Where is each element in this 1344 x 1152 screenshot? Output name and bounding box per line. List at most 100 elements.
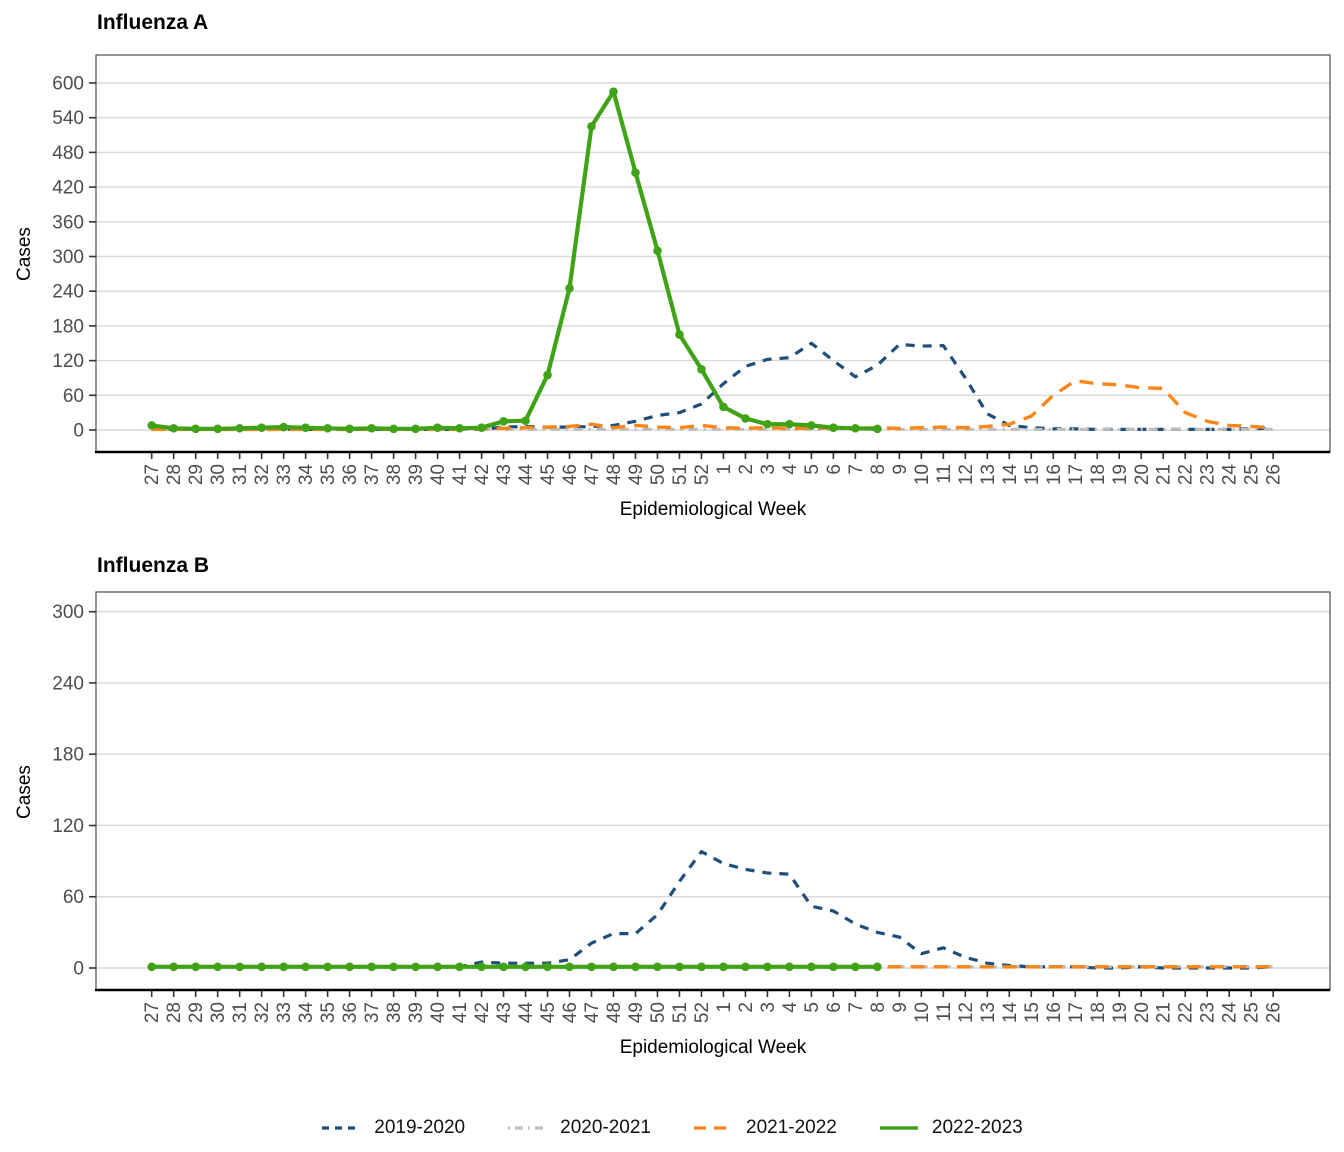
series-marker-2022-2023	[191, 424, 200, 434]
x-tick-label: 19	[1110, 1002, 1131, 1023]
y-tick-label: 60	[63, 386, 84, 407]
x-tick-label: 12	[956, 1002, 977, 1023]
x-tick-label: 24	[1220, 464, 1241, 486]
series-marker-2022-2023	[147, 962, 156, 972]
x-tick-label: 41	[450, 464, 471, 485]
x-tick-label: 5	[802, 464, 823, 475]
series-marker-2022-2023	[213, 962, 222, 972]
series-marker-2022-2023	[675, 330, 684, 339]
y-tick-label: 60	[63, 887, 84, 908]
x-tick-label: 28	[164, 1002, 185, 1023]
x-tick-label: 41	[450, 1002, 471, 1023]
x-tick-label: 25	[1242, 464, 1263, 485]
x-tick-label: 27	[142, 464, 163, 485]
y-tick-label: 180	[52, 316, 84, 337]
series-marker-2022-2023	[851, 423, 860, 433]
x-tick-label: 1	[714, 1002, 735, 1013]
x-tick-label: 36	[340, 1002, 361, 1023]
series-marker-2022-2023	[301, 962, 310, 972]
y-tick-label: 240	[52, 673, 84, 694]
series-marker-2022-2023	[213, 424, 222, 434]
y-tick-label: 240	[52, 282, 84, 303]
x-tick-label: 7	[846, 1002, 867, 1013]
x-tick-label: 47	[582, 1002, 603, 1023]
x-tick-label: 52	[692, 464, 713, 485]
x-axis-title-epiweek-a: Epidemiological Week	[619, 499, 807, 520]
series-marker-2022-2023	[565, 284, 574, 293]
x-tick-label: 30	[208, 1002, 229, 1023]
series-marker-2022-2023	[851, 962, 860, 972]
x-tick-label: 47	[582, 464, 603, 485]
x-tick-label: 16	[1044, 1002, 1065, 1023]
legend-item-2020-2021: 2020-2021	[507, 1117, 651, 1139]
y-tick-label: 0	[73, 421, 84, 442]
x-tick-label: 22	[1176, 1002, 1197, 1023]
x-tick-label: 21	[1154, 1002, 1175, 1023]
y-tick-label: 420	[52, 178, 84, 199]
x-tick-label: 46	[560, 1002, 581, 1023]
x-tick-label: 10	[912, 464, 933, 485]
series-marker-2022-2023	[697, 364, 706, 374]
series-marker-2022-2023	[279, 422, 288, 432]
x-tick-label: 35	[318, 1002, 339, 1023]
series-marker-2022-2023	[257, 962, 266, 972]
series-marker-2022-2023	[147, 421, 156, 430]
y-tick-label: 540	[52, 108, 84, 129]
y-tick-label: 180	[52, 745, 84, 766]
series-line-2022-2023	[151, 89, 878, 431]
x-tick-label: 3	[758, 464, 779, 475]
series-marker-2022-2023	[587, 122, 596, 131]
x-tick-label: 24	[1220, 1002, 1241, 1024]
x-tick-label: 43	[494, 1002, 515, 1023]
series-line-2019-2020	[151, 849, 1274, 970]
x-tick-label: 14	[1000, 464, 1021, 486]
x-tick-label: 44	[516, 464, 537, 486]
x-tick-label: 18	[1088, 1002, 1109, 1023]
x-tick-label: 36	[340, 464, 361, 485]
x-tick-label: 45	[538, 464, 559, 485]
series-marker-2022-2023	[433, 423, 442, 432]
series-marker-2022-2023	[719, 402, 728, 412]
x-tick-label: 20	[1132, 464, 1153, 485]
x-tick-label: 51	[670, 1002, 691, 1023]
x-tick-label: 28	[164, 464, 185, 485]
x-tick-label: 13	[978, 1002, 999, 1023]
x-tick-label: 26	[1264, 464, 1285, 485]
x-tick-label: 27	[142, 1002, 163, 1023]
x-tick-label: 1	[714, 464, 735, 475]
x-tick-label: 33	[274, 1002, 295, 1023]
x-tick-label: 25	[1242, 1002, 1263, 1023]
x-tick-label: 9	[890, 1002, 911, 1013]
series-marker-2022-2023	[807, 962, 816, 972]
x-tick-label: 38	[384, 464, 405, 485]
x-tick-label: 30	[208, 464, 229, 485]
x-tick-label: 21	[1154, 464, 1175, 485]
x-tick-label: 4	[780, 1002, 801, 1013]
x-tick-label: 15	[1022, 1002, 1043, 1023]
legend-item-2021-2022: 2021-2022	[693, 1117, 837, 1139]
series-marker-2022-2023	[609, 87, 618, 96]
series-marker-2022-2023	[411, 424, 420, 434]
y-tick-label: 300	[52, 247, 84, 268]
x-tick-label: 19	[1110, 464, 1131, 485]
x-tick-label: 29	[186, 1002, 207, 1023]
x-tick-label: 32	[252, 464, 273, 485]
legend-label-2019-2020: 2019-2020	[374, 1117, 466, 1138]
series-marker-2022-2023	[675, 962, 684, 972]
x-tick-label: 39	[406, 464, 427, 485]
series-marker-2022-2023	[235, 423, 244, 433]
y-tick-label: 300	[52, 602, 84, 623]
x-tick-label: 17	[1066, 1002, 1087, 1023]
x-tick-label: 37	[362, 464, 383, 485]
x-tick-label: 2	[736, 464, 757, 475]
series-marker-2022-2023	[455, 423, 464, 433]
series-marker-2022-2023	[389, 962, 398, 972]
x-tick-label: 51	[670, 464, 691, 485]
x-tick-label: 34	[296, 1002, 317, 1024]
y-tick-label: 120	[52, 816, 84, 837]
series-marker-2022-2023	[521, 962, 530, 972]
x-tick-label: 50	[648, 1002, 669, 1023]
x-tick-label: 8	[868, 1002, 889, 1013]
